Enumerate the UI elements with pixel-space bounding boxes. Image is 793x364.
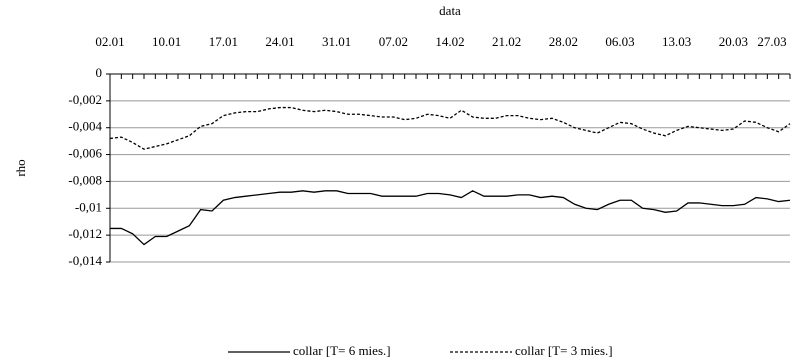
y-axis-title: rho bbox=[13, 159, 28, 176]
legend-label: collar [T= 6 mies.] bbox=[293, 343, 391, 358]
x-tick-label: 20.03 bbox=[719, 34, 748, 49]
y-tick-label: -0,012 bbox=[68, 226, 102, 241]
x-tick-label: 13.03 bbox=[662, 34, 691, 49]
y-tick-label: -0,002 bbox=[68, 92, 102, 107]
x-tick-label: 06.03 bbox=[605, 34, 634, 49]
series-line bbox=[110, 190, 791, 246]
x-tick-label: 21.02 bbox=[492, 34, 521, 49]
x-tick-label: 31.01 bbox=[322, 34, 351, 49]
x-tick-label: 17.01 bbox=[209, 34, 238, 49]
x-tick-label: 14.02 bbox=[435, 34, 464, 49]
x-tick-label: 10.01 bbox=[152, 34, 181, 49]
y-tick-label: 0 bbox=[96, 65, 103, 80]
x-tick-label: 27.03 bbox=[757, 34, 786, 49]
y-tick-label: -0,004 bbox=[68, 119, 102, 134]
x-tick-label: 24.01 bbox=[265, 34, 294, 49]
x-axis-title: data bbox=[439, 3, 461, 18]
y-tick-label: -0,01 bbox=[75, 199, 102, 214]
y-tick-label: -0,014 bbox=[68, 253, 102, 268]
series-line bbox=[109, 106, 791, 150]
x-tick-label: 02.01 bbox=[95, 34, 124, 49]
y-tick-label: -0,008 bbox=[68, 172, 102, 187]
y-tick-label: -0,006 bbox=[68, 146, 102, 161]
legend-label: collar [T= 3 mies.] bbox=[515, 343, 613, 358]
x-tick-label: 28.02 bbox=[549, 34, 578, 49]
x-tick-label: 07.02 bbox=[379, 34, 408, 49]
